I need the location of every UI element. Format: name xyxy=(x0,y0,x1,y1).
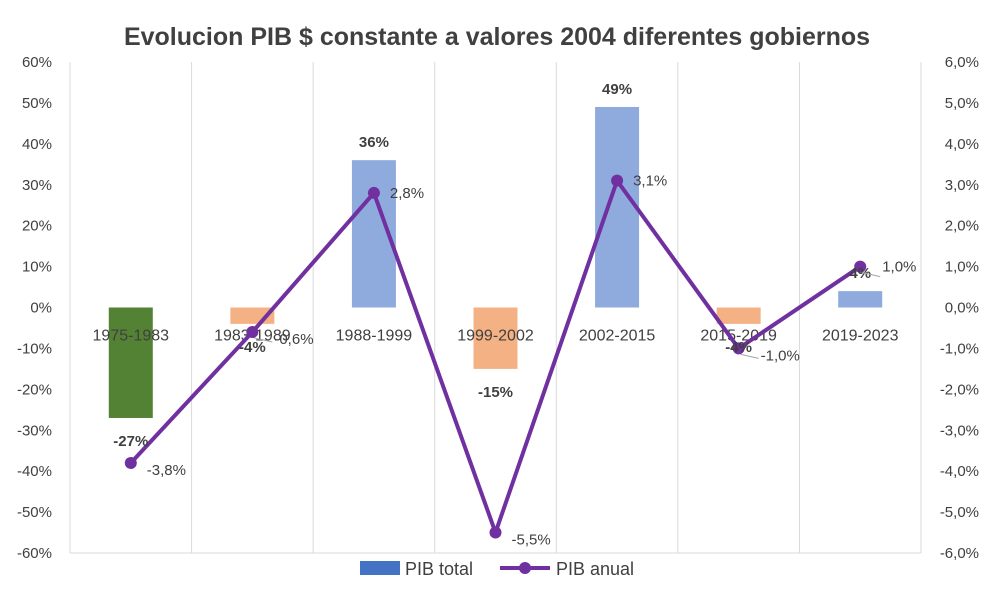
y-left-tick-label: -60% xyxy=(17,545,52,562)
category-label-2019-2023: 2019-2023 xyxy=(822,328,899,345)
line-value-label: -0,6% xyxy=(274,331,313,348)
line-value-label: 2,8% xyxy=(390,185,424,202)
data-labels: -27% -4% 36% -15% 49% -4% 4% -3,8% -0,6% 2,8% -5,5… xyxy=(113,81,916,549)
y-right-tick-label: -3,0% xyxy=(940,422,979,439)
leader-line xyxy=(254,337,273,343)
axes: 60% 50% 40% 30% 20% 10% 0% -10% -20% -30% -40% -50%… xyxy=(17,54,979,562)
category-label-1988-1999: 1988-1999 xyxy=(336,328,413,345)
y-right-tick-label: -1,0% xyxy=(940,340,979,357)
y-left-tick-label: -20% xyxy=(17,381,52,398)
bar-value-label: 36% xyxy=(359,134,389,151)
point-pib-anual xyxy=(367,186,380,199)
leader-line xyxy=(740,353,759,359)
y-right-tick-label: -2,0% xyxy=(940,381,979,398)
bar-value-label: -4% xyxy=(239,339,266,356)
point-pib-anual xyxy=(124,456,137,469)
y-left-tick-label: -50% xyxy=(17,504,52,521)
category-label-1999-2002: 1999-2002 xyxy=(457,328,534,345)
y-right-tick-label: 6,0% xyxy=(945,54,979,71)
bar-series xyxy=(108,107,883,418)
point-pib-anual xyxy=(611,174,624,187)
category-label-2015-2019: 2015-2019 xyxy=(700,328,777,345)
bar-value-label: 49% xyxy=(602,81,632,98)
y-left-tick-label: -30% xyxy=(17,422,52,439)
point-pib-anual xyxy=(489,526,502,539)
y-right-tick-label: -4,0% xyxy=(940,463,979,480)
point-pib-anual xyxy=(246,326,259,339)
legend: PIB total PIB anual xyxy=(360,559,634,579)
y-right-tick-label: 5,0% xyxy=(945,95,979,112)
legend-label-pib-anual: PIB anual xyxy=(556,559,634,579)
line-value-label: -3,8% xyxy=(147,462,186,479)
bar-2002-2015 xyxy=(595,107,640,308)
bar-value-label: -27% xyxy=(113,433,148,450)
line-value-label: -5,5% xyxy=(512,532,551,549)
line-value-label: 3,1% xyxy=(633,173,667,190)
y-left-tick-label: 40% xyxy=(22,136,52,153)
y-right-tick-label: -6,0% xyxy=(940,545,979,562)
legend-swatch-pib-total xyxy=(360,561,400,575)
y-left-tick-label: 0% xyxy=(30,300,52,317)
y-left-tick-label: 50% xyxy=(22,95,52,112)
y-left-tick-label: 30% xyxy=(22,177,52,194)
line-value-label: -1,0% xyxy=(761,347,800,364)
bar-1999-2002 xyxy=(473,307,518,369)
y-right-tick-label: 3,0% xyxy=(945,177,979,194)
gridlines xyxy=(69,62,922,554)
bar-value-label: 4% xyxy=(849,265,871,282)
line-series xyxy=(124,174,867,539)
y-left-tick-label: 10% xyxy=(22,259,52,276)
y-left-tick-label: 20% xyxy=(22,218,52,235)
point-pib-anual xyxy=(854,260,867,273)
bar-2015-2019 xyxy=(716,307,761,324)
y-left-tick-label: 60% xyxy=(22,54,52,71)
y-left-tick-label: -40% xyxy=(17,463,52,480)
category-labels: 1975-19831983-19891988-19991999-20022002… xyxy=(93,328,899,345)
bar-value-label: -15% xyxy=(478,384,513,401)
bar-1975-1983 xyxy=(108,307,153,418)
leader-line xyxy=(862,272,881,278)
category-label-2002-2015: 2002-2015 xyxy=(579,328,656,345)
point-pib-anual xyxy=(732,342,745,355)
y-right-tick-label: 1,0% xyxy=(945,259,979,276)
legend-marker-pib-anual xyxy=(519,562,531,574)
y-right-tick-label: 4,0% xyxy=(945,136,979,153)
bar-value-label: -4% xyxy=(725,339,752,356)
y-right-tick-label: 2,0% xyxy=(945,218,979,235)
y-right-tick-label: -5,0% xyxy=(940,504,979,521)
legend-label-pib-total: PIB total xyxy=(405,559,473,579)
line-value-label: 1,0% xyxy=(882,259,916,276)
category-label-1975-1983: 1975-1983 xyxy=(93,328,170,345)
chart-title: Evolucion PIB $ constante a valores 2004… xyxy=(124,23,870,51)
y-left-tick-label: -10% xyxy=(17,340,52,357)
y-right-tick-label: 0,0% xyxy=(945,300,979,317)
bar-2019-2023 xyxy=(838,291,883,308)
